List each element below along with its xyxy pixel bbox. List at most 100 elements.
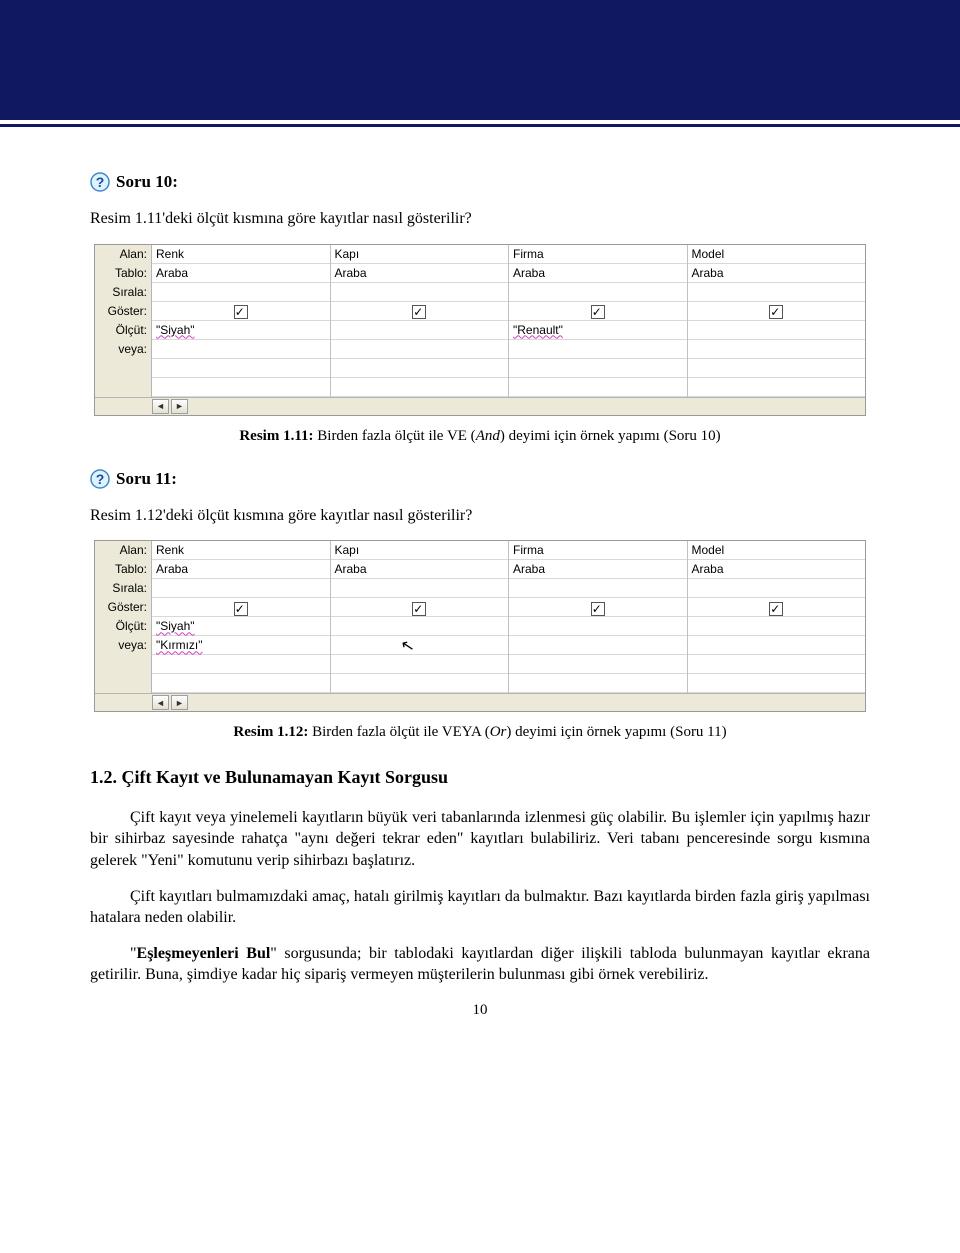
cell-veya[interactable] [331,340,509,359]
cell-blank[interactable] [331,674,509,693]
scroll-left-icon[interactable]: ◄ [152,695,169,710]
cell-sirala[interactable] [509,283,687,302]
cell-alan[interactable]: Kapı [331,245,509,264]
cell-olcut[interactable]: "Siyah" [152,617,330,636]
cell-blank[interactable] [152,674,330,693]
checkbox-icon[interactable] [412,305,426,319]
cell-blank[interactable] [152,359,330,378]
cell-blank[interactable] [509,359,687,378]
cursor-icon: ↖ [399,636,416,657]
cell-goster[interactable] [509,302,687,321]
page-number: 10 [90,1000,870,1020]
cell-alan[interactable]: Renk [152,245,330,264]
cell-blank[interactable] [331,378,509,397]
cell-blank[interactable] [152,378,330,397]
row-label-sirala: Sırala: [95,579,151,598]
cell-blank[interactable] [152,655,330,674]
caption1-t1: Birden fazla ölçüt ile VE ( [314,428,476,444]
cell-goster[interactable] [688,302,866,321]
row-label-olcut: Ölçüt: [95,321,151,340]
cell-veya[interactable] [509,340,687,359]
grid-column: KapıAraba [331,245,510,397]
cell-sirala[interactable] [152,579,330,598]
cell-goster[interactable] [331,598,509,617]
cell-veya[interactable]: ↖ [331,636,509,655]
cell-olcut[interactable] [509,617,687,636]
cell-tablo[interactable]: Araba [509,264,687,283]
row-blank [95,674,151,693]
cell-goster[interactable] [152,598,330,617]
grid1-columns: RenkAraba"Siyah"KapıArabaFirmaAraba"Rena… [152,245,865,397]
cell-veya[interactable] [688,636,866,655]
grid-column: FirmaAraba "Renault" [509,245,688,397]
cell-tablo[interactable]: Araba [688,264,866,283]
grid-column: FirmaAraba [509,541,688,693]
cell-alan[interactable]: Kapı [331,541,509,560]
cell-blank[interactable] [688,655,866,674]
scroll-right-icon[interactable]: ► [171,399,188,414]
cell-blank[interactable] [509,655,687,674]
checkbox-icon[interactable] [591,305,605,319]
cell-olcut[interactable]: "Renault" [509,321,687,340]
cell-blank[interactable] [509,674,687,693]
cell-tablo[interactable]: Araba [509,560,687,579]
cell-sirala[interactable] [688,283,866,302]
cell-alan[interactable]: Firma [509,541,687,560]
cell-sirala[interactable] [152,283,330,302]
cell-veya[interactable] [152,340,330,359]
cell-alan[interactable]: Model [688,541,866,560]
cell-blank[interactable] [688,378,866,397]
cell-alan[interactable]: Model [688,245,866,264]
caption2-t2: ) deyimi için örnek yapımı (Soru 11) [506,724,726,740]
cell-olcut[interactable] [331,321,509,340]
checkbox-icon[interactable] [412,602,426,616]
cell-veya[interactable]: "Kırmızı" [152,636,330,655]
checkbox-icon[interactable] [234,602,248,616]
cell-tablo[interactable]: Araba [688,560,866,579]
checkbox-icon[interactable] [234,305,248,319]
grid2-scrollbar[interactable]: ◄ ► [95,693,865,711]
cell-alan[interactable]: Renk [152,541,330,560]
cell-sirala[interactable] [688,579,866,598]
cell-blank[interactable] [688,359,866,378]
cell-alan[interactable]: Firma [509,245,687,264]
cell-tablo[interactable]: Araba [152,560,330,579]
checkbox-icon[interactable] [591,602,605,616]
cell-veya[interactable] [688,340,866,359]
cell-tablo[interactable]: Araba [331,560,509,579]
cell-blank[interactable] [509,378,687,397]
cell-sirala[interactable] [331,579,509,598]
row-blank [95,378,151,397]
grid1-scrollbar[interactable]: ◄ ► [95,397,865,415]
checkbox-icon[interactable] [769,305,783,319]
header-band [0,0,960,120]
checkbox-icon[interactable] [769,602,783,616]
row-label-tablo: Tablo: [95,264,151,283]
soru-11-text: Resim 1.12'deki ölçüt kısmına göre kayıt… [90,505,870,527]
row-blank [95,655,151,674]
grid-column: ModelAraba [688,541,866,693]
cell-olcut[interactable] [331,617,509,636]
cell-sirala[interactable] [509,579,687,598]
scroll-left-icon[interactable]: ◄ [152,399,169,414]
cell-tablo[interactable]: Araba [152,264,330,283]
scroll-right-icon[interactable]: ► [171,695,188,710]
cell-goster[interactable] [331,302,509,321]
cell-olcut[interactable]: "Siyah" [152,321,330,340]
row-label-goster: Göster: [95,302,151,321]
row-label-veya: veya: [95,340,151,359]
cell-blank[interactable] [331,359,509,378]
question-10-line: ? Soru 10: [90,171,870,194]
cell-goster[interactable] [152,302,330,321]
cell-olcut[interactable] [688,321,866,340]
cell-blank[interactable] [688,674,866,693]
row-label-veya: veya: [95,636,151,655]
cell-goster[interactable] [509,598,687,617]
cell-veya[interactable] [509,636,687,655]
cell-tablo[interactable]: Araba [331,264,509,283]
cell-olcut[interactable] [688,617,866,636]
cell-sirala[interactable] [331,283,509,302]
cell-goster[interactable] [688,598,866,617]
cell-blank[interactable] [331,655,509,674]
svg-text:?: ? [96,174,105,190]
